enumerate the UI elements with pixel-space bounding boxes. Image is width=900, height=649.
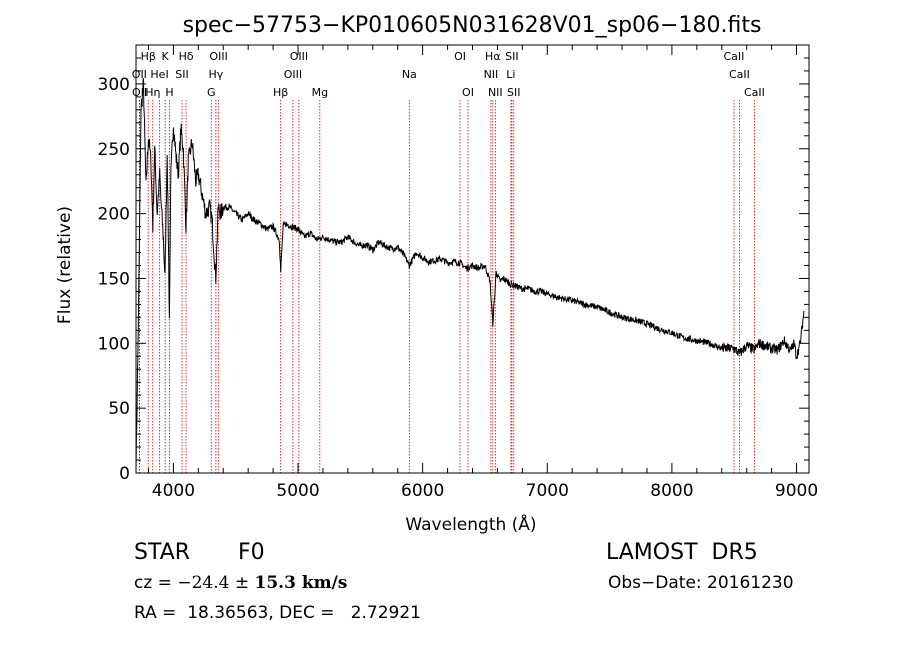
- x-tick-label: 9000: [775, 481, 818, 501]
- x-tick-label: 5000: [276, 481, 319, 501]
- line-marker-label: SII: [505, 50, 518, 63]
- line-marker-label: H: [165, 86, 173, 99]
- cz-error: 15.3: [254, 573, 296, 593]
- x-tick-label: 4000: [152, 481, 195, 501]
- line-marker-label: G: [207, 86, 216, 99]
- y-axis: 0 50 100 150 200 250 300: [98, 57, 809, 484]
- line-marker-label: Hβ: [273, 86, 288, 99]
- line-marker-label: Na: [402, 68, 417, 81]
- y-tick-label: 50: [108, 399, 130, 419]
- cz-plus-minus: ±: [229, 573, 255, 593]
- y-tick-label: 150: [98, 269, 130, 289]
- y-tick-label: 100: [98, 334, 130, 354]
- cz-value: −24.4: [177, 573, 230, 593]
- line-marker-label: NII: [484, 68, 499, 81]
- x-axis: 4000 5000 6000 7000 8000 9000: [147, 45, 818, 501]
- line-marker-label: Hγ: [208, 68, 223, 81]
- line-marker-label: OIII: [209, 50, 227, 63]
- redshift-cz: cz = −24.4 ± 15.3 km/s: [134, 573, 347, 593]
- line-marker-label: CaII: [729, 68, 750, 81]
- y-tick-label: 250: [98, 140, 130, 160]
- x-tick-label: 8000: [650, 481, 693, 501]
- line-marker-label: SII: [175, 68, 188, 81]
- survey-name: LAMOST DR5: [606, 540, 758, 565]
- x-tick-label: 7000: [526, 481, 569, 501]
- line-marker-label: Mg: [312, 86, 328, 99]
- line-marker-label: K: [162, 50, 170, 63]
- y-tick-label: 300: [98, 75, 130, 95]
- chart-title: spec−57753−KP010605N031628V01_sp06−180.f…: [183, 13, 762, 38]
- y-tick-label: 200: [98, 205, 130, 225]
- line-marker-label: CaII: [724, 50, 745, 63]
- line-marker-label: CaII: [744, 86, 765, 99]
- plot-frame: [135, 44, 810, 474]
- line-marker-label: Hα: [485, 50, 501, 63]
- line-marker-label: OII: [132, 68, 147, 81]
- line-marker-label: SII: [507, 86, 520, 99]
- line-marker-label: OI: [462, 86, 474, 99]
- spectrum-series: [135, 78, 805, 474]
- line-marker-label: Hβ: [141, 50, 156, 63]
- line-marker-label: OIII: [284, 68, 302, 81]
- y-axis-label: Flux (relative): [55, 206, 75, 324]
- cz-unit: km/s: [295, 573, 348, 593]
- ra-dec-coordinates: RA = 18.36563, DEC = 2.72921: [134, 603, 421, 623]
- cz-label: cz =: [134, 573, 178, 593]
- line-marker-label: Hδ: [179, 50, 194, 63]
- observation-date: Obs−Date: 20161230: [608, 573, 794, 593]
- line-marker-label: Li: [506, 68, 515, 81]
- line-marker-label: OI: [454, 50, 466, 63]
- x-axis-label: Wavelength (Å): [405, 513, 536, 535]
- y-tick-label: 0: [119, 464, 130, 484]
- line-marker-label: HeI: [150, 68, 168, 81]
- line-marker-label: NII: [488, 86, 503, 99]
- emission-line-markers: Hβ K Hδ OIII OIII OI Hα SII CaII OII HeI SII Hγ OIII N…: [132, 50, 765, 473]
- object-type: STAR: [134, 540, 191, 565]
- spectral-type: F0: [238, 540, 265, 565]
- spectrum-line: [135, 78, 805, 474]
- line-marker-label: OIII: [290, 50, 308, 63]
- line-marker-label: Hη: [145, 86, 160, 99]
- x-tick-label: 6000: [401, 481, 444, 501]
